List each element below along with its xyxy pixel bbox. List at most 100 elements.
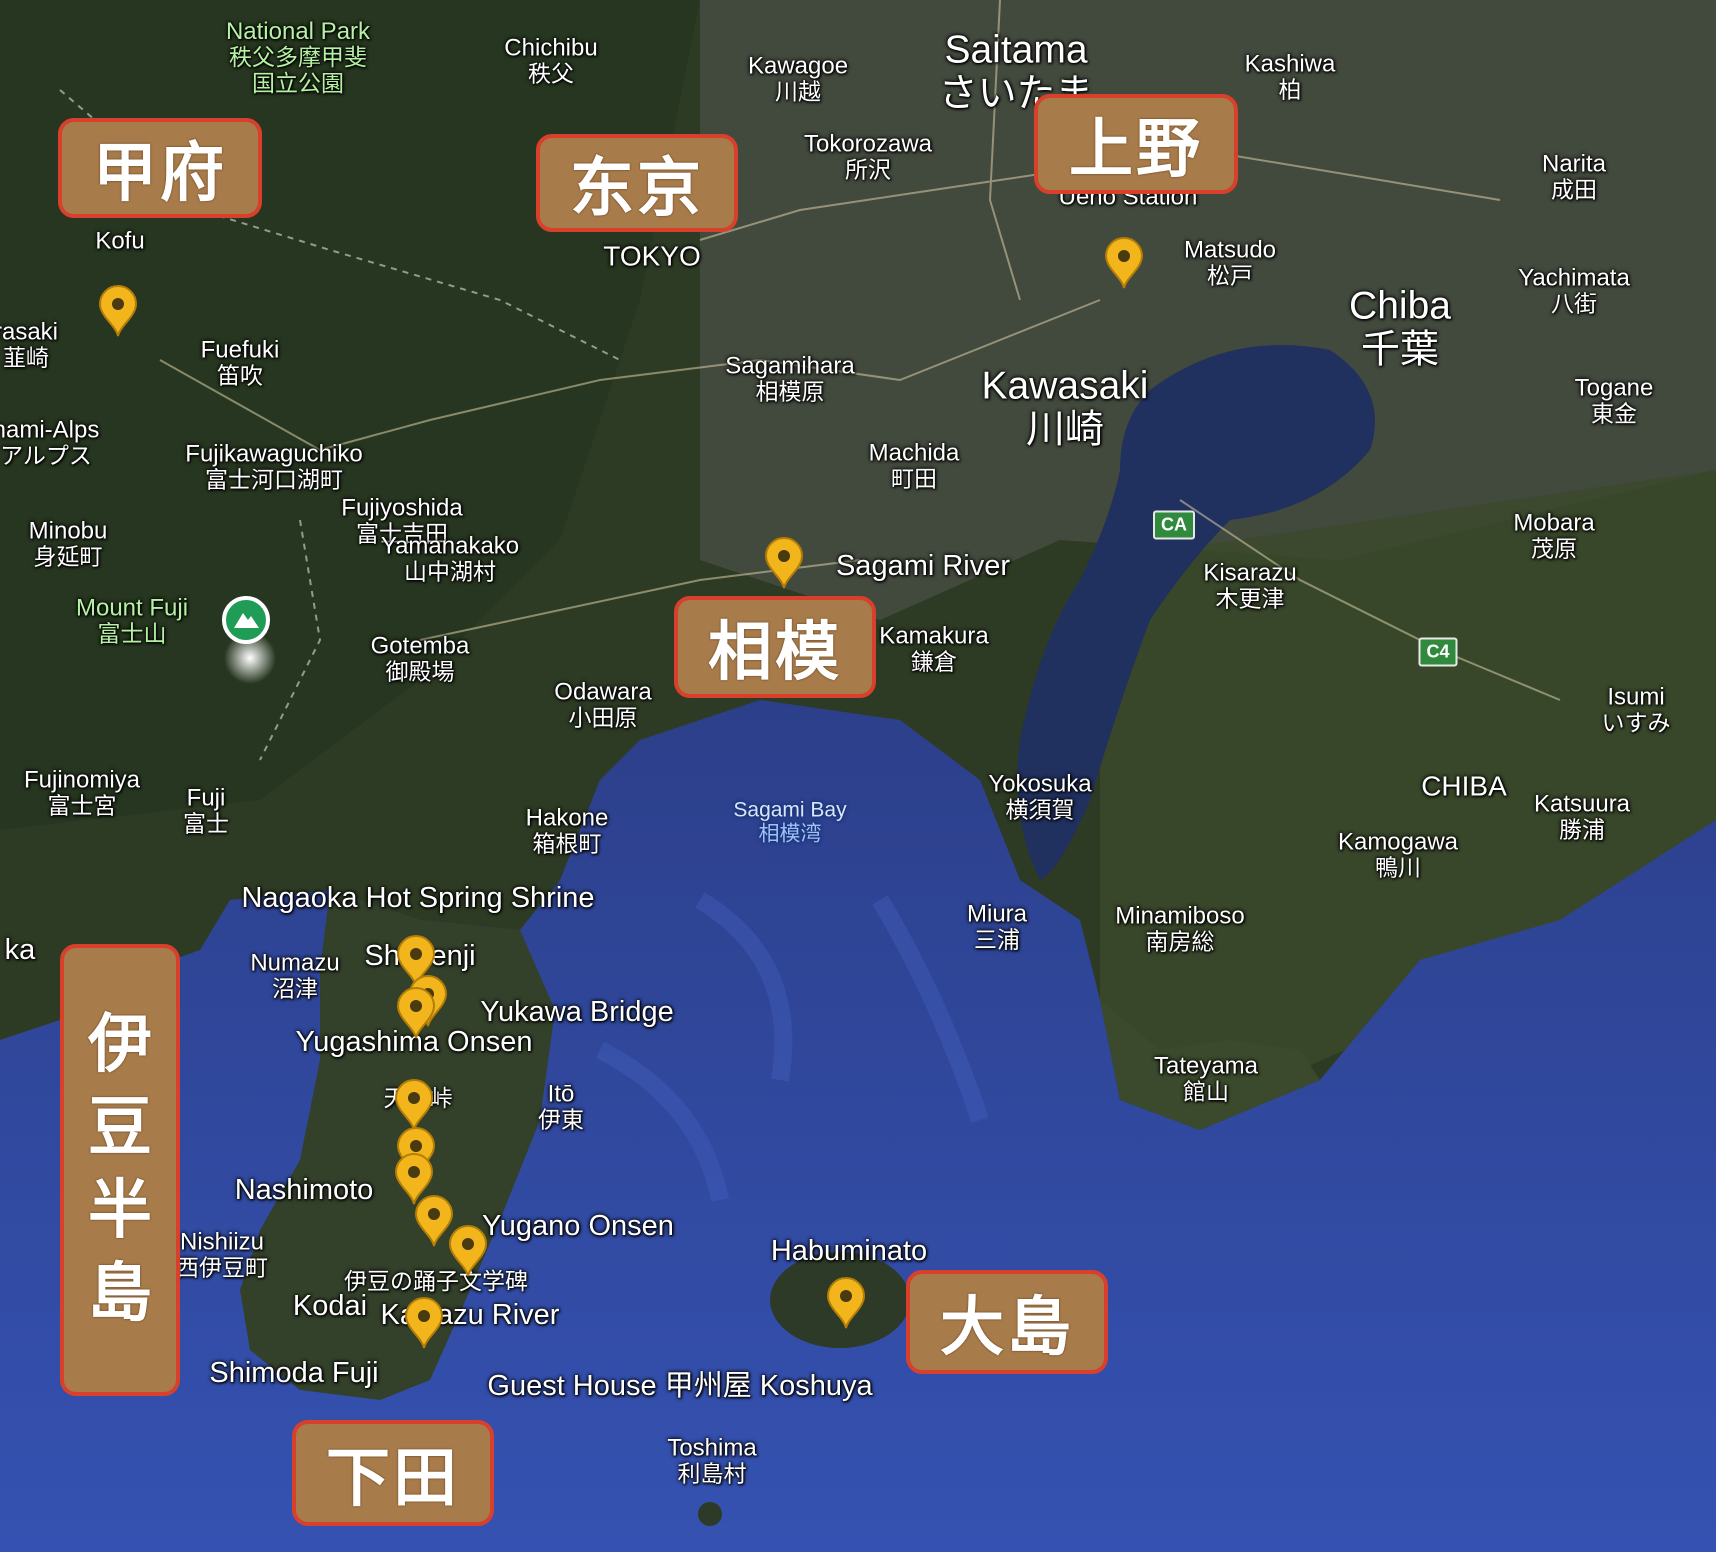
- place-label-toshima[interactable]: Toshima 利島村: [667, 1435, 756, 1489]
- place-label-national-park[interactable]: National Park 秩父多摩甲斐 国立公園: [226, 18, 370, 97]
- place-name-jp: 国立公園: [251, 70, 344, 97]
- place-label-shimoda-fuji[interactable]: Shimoda Fuji: [209, 1357, 378, 1389]
- place-name-jp: 西伊豆町: [176, 1255, 268, 1282]
- place-name-jp: 相模湾: [758, 821, 822, 845]
- place-label-ito[interactable]: Itō 伊東: [538, 1081, 584, 1135]
- place-label-kisarazu[interactable]: Kisarazu 木更津: [1203, 560, 1296, 614]
- place-label-kofu[interactable]: Kofu: [95, 227, 145, 256]
- place-name-jp: 茂原: [1531, 536, 1577, 563]
- amagi-pin-icon[interactable]: [392, 1078, 436, 1132]
- place-name-jp: 身延町: [33, 544, 103, 571]
- place-name: Kamogawa: [1337, 828, 1459, 856]
- place-name-jp: 南房総: [1145, 929, 1215, 956]
- place-label-katsuura[interactable]: Katsuura 勝浦: [1533, 790, 1631, 845]
- place-label-yokosuka[interactable]: Yokosuka 横須賀: [988, 771, 1091, 825]
- place-name: Gotemba: [370, 632, 470, 660]
- place-name-jp: 八街: [1550, 291, 1597, 318]
- place-label-fujiyoshida[interactable]: Fujiyoshida 富士吉田: [341, 495, 462, 549]
- place-label-fujikawaguchiko[interactable]: Fujikawaguchiko 富士河口湖町: [185, 441, 362, 495]
- place-name: Tateyama: [1153, 1052, 1259, 1080]
- place-label-gotemba[interactable]: Gotemba 御殿場: [370, 632, 470, 687]
- place-label-odawara[interactable]: Odawara 小田原: [554, 679, 651, 733]
- place-label-nagaoka[interactable]: Nagaoka Hot Spring Shrine: [241, 882, 594, 914]
- place-label-yamanakako[interactable]: Yamanakako 山中湖村: [380, 532, 520, 587]
- place-label-kodai[interactable]: Kodai: [293, 1290, 367, 1322]
- place-label-saitama[interactable]: Saitama さいたま: [939, 28, 1094, 115]
- place-name-jp: 秩父: [527, 61, 574, 88]
- place-name-jp: 富士河口湖町: [204, 467, 343, 494]
- place-label-kashiwa[interactable]: Kashiwa 柏: [1245, 51, 1336, 105]
- place-label-togane[interactable]: Togane 東金: [1575, 375, 1654, 429]
- place-label-narita[interactable]: Narita 成田: [1542, 151, 1606, 205]
- place-label-chiba[interactable]: Chiba 千葉: [1349, 284, 1451, 371]
- place-label-kamakura[interactable]: Kamakura 鎌倉: [879, 622, 989, 677]
- place-name: Kamakura: [879, 622, 989, 650]
- sagami-pin-icon[interactable]: [762, 536, 806, 590]
- place-label-chichibu[interactable]: Chichibu 秩父: [504, 35, 597, 89]
- place-label-machida[interactable]: Machida 町田: [868, 439, 960, 494]
- place-name: Tokorozawa: [803, 130, 933, 158]
- place-label-kamogawa[interactable]: Kamogawa 鴨川: [1337, 828, 1459, 883]
- place-label-minobu[interactable]: Minobu 身延町: [29, 518, 108, 572]
- place-label-tokyo[interactable]: TOKYO: [603, 240, 701, 271]
- place-label-izu-dancer[interactable]: 伊豆の踊子文学碑: [344, 1269, 528, 1296]
- place-label-kawasaki[interactable]: Kawasaki 川崎: [982, 364, 1149, 451]
- place-name: Kofu: [95, 227, 145, 255]
- nashimoto-pin-2-icon[interactable]: [392, 1152, 436, 1206]
- izu-box-char: 伊: [88, 1007, 152, 1082]
- place-label-minami-alps[interactable]: nami-Alps アルプス: [0, 417, 99, 471]
- kofu-box: 甲府: [58, 118, 262, 218]
- place-name-jp: 勝浦: [1559, 817, 1605, 844]
- place-label-fuefuki[interactable]: Fuefuki 笛吹: [201, 337, 280, 391]
- place-label-kawagoe[interactable]: Kawagoe 川越: [748, 53, 848, 107]
- yugano-pin-1-icon[interactable]: [412, 1194, 456, 1248]
- place-name: Katsuura: [1533, 790, 1631, 818]
- place-label-yachimata[interactable]: Yachimata 八街: [1518, 265, 1630, 319]
- place-label-nirasaki[interactable]: rasaki 韮崎: [0, 319, 58, 373]
- place-label-isumi[interactable]: Isumi いすみ: [1602, 684, 1671, 738]
- place-label-yukawa-bridge[interactable]: Yukawa Bridge: [480, 996, 673, 1028]
- place-label-nashimoto[interactable]: Nashimoto: [235, 1174, 374, 1206]
- yugano-pin-2-icon[interactable]: [446, 1224, 490, 1278]
- place-name-jp: 相模原: [755, 379, 825, 406]
- yugashima-pin-icon[interactable]: [394, 986, 438, 1040]
- kawazu-pin-icon[interactable]: [402, 1296, 446, 1350]
- place-label-tokorozawa[interactable]: Tokorozawa 所沢: [803, 130, 933, 185]
- place-label-hakone[interactable]: Hakone 箱根町: [526, 805, 609, 859]
- place-label-mobara[interactable]: Mobara 茂原: [1513, 510, 1594, 564]
- place-label-sagamihara[interactable]: Sagamihara 相模原: [725, 353, 854, 407]
- place-label-yugano[interactable]: Yugano Onsen: [482, 1210, 674, 1242]
- ueno-pin-icon[interactable]: [1102, 236, 1146, 290]
- place-label-minamiboso[interactable]: Minamiboso 南房総: [1115, 903, 1244, 957]
- izu-peninsula-box: 伊豆半島: [60, 944, 180, 1396]
- place-name: Nishiizu: [179, 1228, 265, 1256]
- place-label-nishiizu[interactable]: Nishiizu 西伊豆町: [176, 1228, 268, 1283]
- place-name: Yamanakako: [380, 532, 520, 560]
- kofu-pin-icon[interactable]: [96, 284, 140, 338]
- place-label-chiba-region[interactable]: CHIBA: [1421, 770, 1507, 801]
- place-name: Miura: [966, 900, 1028, 928]
- place-name-jp: 韮崎: [3, 345, 49, 372]
- place-label-mount-fuji[interactable]: Mount Fuji 富士山: [76, 595, 188, 649]
- place-name-jp: 箱根町: [532, 831, 602, 858]
- place-label-kanuma[interactable]: ka: [5, 934, 36, 966]
- place-name: CHIBA: [1421, 770, 1507, 802]
- place-label-miura[interactable]: Miura 三浦: [966, 900, 1028, 955]
- mount-fuji-park-icon[interactable]: [221, 595, 271, 645]
- place-label-fujinomiya[interactable]: Fujinomiya 富士宮: [24, 767, 140, 821]
- place-label-tateyama[interactable]: Tateyama 館山: [1153, 1052, 1259, 1107]
- place-label-matsudo[interactable]: Matsudo 松戸: [1184, 237, 1276, 291]
- place-label-fuji[interactable]: Fuji 富士: [183, 785, 229, 839]
- shuzenji-pin-icon[interactable]: [394, 934, 438, 988]
- place-name: Machida: [868, 439, 960, 467]
- habuminato-pin-icon[interactable]: [824, 1276, 868, 1330]
- place-label-guest-house[interactable]: Guest House 甲州屋 Koshuya: [487, 1370, 872, 1402]
- place-name-jp: 川越: [774, 79, 821, 106]
- place-label-numazu[interactable]: Numazu 沼津: [250, 950, 339, 1004]
- place-label-sagami-bay[interactable]: Sagami Bay 相模湾: [733, 798, 846, 845]
- sagami-box: 相模: [674, 596, 876, 698]
- place-name: Yukawa Bridge: [480, 995, 674, 1028]
- place-label-habuminato[interactable]: Habuminato: [771, 1235, 927, 1267]
- place-label-sagami-river[interactable]: Sagami River: [836, 550, 1010, 582]
